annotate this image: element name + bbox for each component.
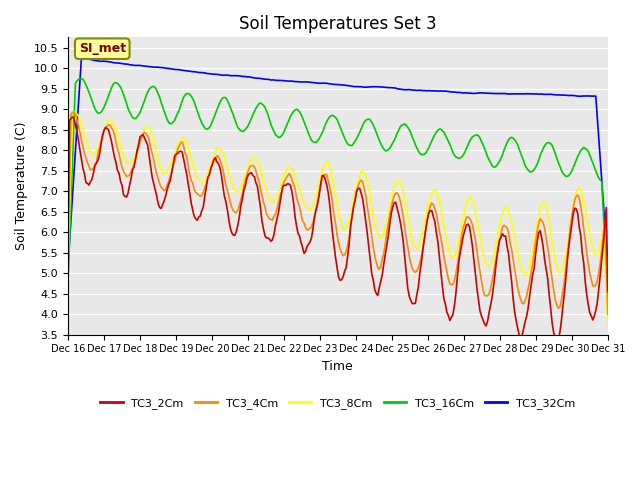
Y-axis label: Soil Temperature (C): Soil Temperature (C)	[15, 122, 28, 250]
TC3_8Cm	[70, 109, 77, 115]
TC3_32Cm	[253, 75, 261, 81]
TC3_32Cm	[64, 264, 72, 270]
TC3_8Cm	[575, 185, 583, 191]
TC3_4Cm	[132, 156, 140, 162]
TC3_2Cm	[132, 156, 140, 162]
Line: TC3_2Cm: TC3_2Cm	[68, 117, 608, 340]
TC3_8Cm	[64, 267, 72, 273]
TC3_16Cm	[253, 103, 261, 109]
TC3_32Cm	[227, 72, 234, 78]
TC3_2Cm	[554, 337, 562, 343]
Line: TC3_8Cm: TC3_8Cm	[68, 112, 608, 325]
Line: TC3_16Cm: TC3_16Cm	[68, 78, 608, 302]
TC3_16Cm	[227, 105, 234, 110]
TC3_4Cm	[604, 312, 612, 317]
TC3_4Cm	[64, 259, 72, 265]
TC3_32Cm	[244, 74, 252, 80]
TC3_2Cm	[64, 237, 72, 242]
TC3_4Cm	[301, 225, 309, 230]
TC3_16Cm	[575, 151, 583, 156]
X-axis label: Time: Time	[323, 360, 353, 373]
TC3_4Cm	[575, 195, 583, 201]
TC3_2Cm	[244, 172, 252, 178]
TC3_8Cm	[132, 152, 140, 157]
TC3_8Cm	[301, 202, 309, 208]
TC3_8Cm	[244, 164, 252, 169]
Legend: TC3_2Cm, TC3_4Cm, TC3_8Cm, TC3_16Cm, TC3_32Cm: TC3_2Cm, TC3_4Cm, TC3_8Cm, TC3_16Cm, TC3…	[96, 394, 580, 414]
TC3_16Cm	[132, 116, 140, 121]
TC3_16Cm	[604, 299, 612, 305]
Title: Soil Temperatures Set 3: Soil Temperatures Set 3	[239, 15, 436, 33]
Line: TC3_4Cm: TC3_4Cm	[68, 112, 608, 314]
TC3_16Cm	[244, 122, 252, 128]
TC3_2Cm	[227, 225, 234, 231]
Text: SI_met: SI_met	[79, 42, 126, 55]
TC3_32Cm	[77, 55, 85, 60]
TC3_4Cm	[244, 168, 252, 173]
TC3_4Cm	[253, 174, 261, 180]
TC3_8Cm	[227, 176, 234, 181]
TC3_2Cm	[577, 233, 584, 239]
TC3_2Cm	[604, 289, 612, 295]
TC3_32Cm	[604, 263, 612, 269]
TC3_32Cm	[575, 94, 583, 99]
TC3_2Cm	[301, 249, 309, 254]
TC3_16Cm	[301, 123, 309, 129]
TC3_4Cm	[227, 200, 234, 206]
TC3_32Cm	[132, 62, 140, 68]
TC3_8Cm	[604, 323, 612, 328]
TC3_16Cm	[64, 282, 72, 288]
TC3_16Cm	[76, 75, 84, 81]
TC3_8Cm	[253, 157, 261, 163]
TC3_2Cm	[253, 183, 261, 189]
TC3_4Cm	[70, 109, 77, 115]
TC3_32Cm	[301, 79, 309, 85]
Line: TC3_32Cm: TC3_32Cm	[68, 58, 608, 267]
TC3_2Cm	[68, 114, 76, 120]
